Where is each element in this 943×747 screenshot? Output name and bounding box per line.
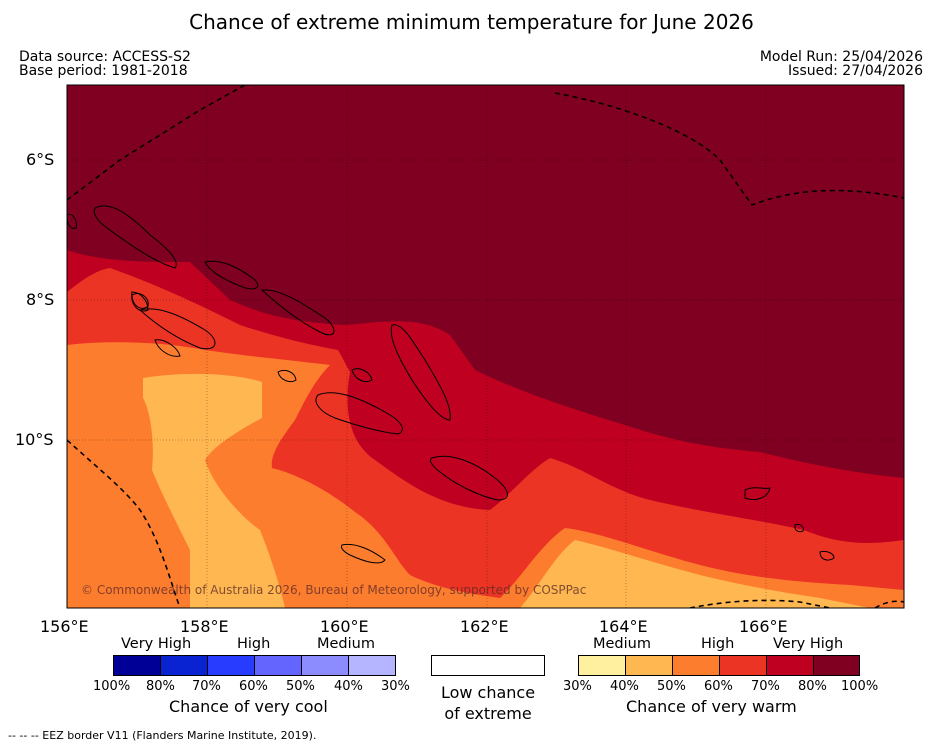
warm-tick: 70% (751, 679, 780, 694)
lon-label-160e: 160°E (320, 617, 369, 636)
lon-label-162e: 162°E (460, 617, 509, 636)
cool-tick: 40% (334, 679, 363, 694)
lat-label-8s: 8°S (26, 290, 55, 309)
island-rendova (154, 339, 181, 357)
warm-group-very-high: Very High (773, 636, 844, 652)
neutral-caption-line2: of extreme (444, 704, 532, 723)
eez-footnote: -- -- -- EEZ border V11 (Flanders Marine… (8, 729, 317, 742)
cool-tick: 60% (239, 679, 268, 694)
island-florida (351, 368, 373, 383)
warm-swatch-4 (719, 655, 767, 676)
region-low-medium-warm-south (520, 540, 870, 608)
cool-caption: Chance of very cool (169, 697, 328, 716)
warm-swatch-2 (625, 655, 673, 676)
warm-tick: 80% (798, 679, 827, 694)
cool-group-high: High (237, 636, 271, 652)
warm-tick: 30% (563, 679, 592, 694)
warm-tick: 60% (704, 679, 733, 694)
region-low-medium-warm (143, 373, 285, 608)
island-santa-isabel (260, 289, 335, 336)
warm-swatch-5 (766, 655, 814, 676)
cool-tick: 30% (381, 679, 410, 694)
island-makira (429, 455, 508, 501)
warm-group-high: High (701, 636, 735, 652)
neutral-caption-line1: Low chance (440, 683, 536, 702)
lon-label-156e: 156°E (40, 617, 89, 636)
region-medium-warm (67, 342, 904, 608)
warm-tick: 40% (610, 679, 639, 694)
island-malaita (390, 324, 451, 421)
warm-swatch-3 (672, 655, 720, 676)
issued-date: Issued: 27/04/2026 (788, 63, 923, 79)
neutral-swatch (431, 655, 545, 676)
island-shortland (67, 213, 77, 229)
island-russell (277, 369, 297, 383)
lon-label-158e: 158°E (180, 617, 229, 636)
island-choiseul (204, 260, 259, 290)
cool-swatch-2 (160, 655, 208, 676)
graticule (67, 85, 904, 608)
island-santa-cruz (744, 487, 771, 501)
lat-label-10s: 10°S (15, 430, 54, 449)
cool-swatch-1 (113, 655, 161, 676)
island-rennell (341, 543, 386, 564)
lon-label-164e: 164°E (599, 617, 648, 636)
cool-group-medium: Medium (317, 636, 375, 652)
lat-label-6s: 6°S (26, 150, 55, 169)
island-bougainville (93, 205, 177, 269)
page-title: Chance of extreme minimum temperature fo… (189, 10, 754, 34)
island-vanikoro (819, 550, 835, 561)
warm-tick: 100% (841, 679, 879, 694)
cool-swatch-3 (207, 655, 255, 676)
region-medium-warm-west (67, 470, 100, 608)
warm-caption: Chance of very warm (626, 697, 797, 716)
cool-group-very-high: Very High (121, 636, 192, 652)
island-utupua (794, 524, 804, 533)
cool-tick: 70% (192, 679, 221, 694)
base-period: Base period: 1981-2018 (19, 63, 188, 79)
warm-group-medium: Medium (593, 636, 651, 652)
coastline (67, 205, 835, 564)
eez-border (67, 85, 904, 608)
cool-tick: 80% (146, 679, 175, 694)
data-source: Data source: ACCESS-S2 (19, 49, 191, 65)
map-frame (66, 84, 905, 609)
cool-tick: 50% (286, 679, 315, 694)
cool-tick: 100% (93, 679, 131, 694)
cool-swatch-5 (301, 655, 349, 676)
copyright-notice: © Commonwealth of Australia 2026, Bureau… (81, 583, 587, 597)
lon-label-166e: 166°E (739, 617, 788, 636)
warm-swatch-1 (578, 655, 626, 676)
warm-tick: 50% (657, 679, 686, 694)
model-run: Model Run: 25/04/2026 (759, 49, 923, 65)
cool-swatch-6 (348, 655, 396, 676)
island-new-georgia (138, 308, 216, 350)
island-guadalcanal (315, 392, 403, 435)
warm-swatch-6 (813, 655, 860, 676)
cool-swatch-4 (254, 655, 302, 676)
island-kolombangara (131, 291, 149, 312)
